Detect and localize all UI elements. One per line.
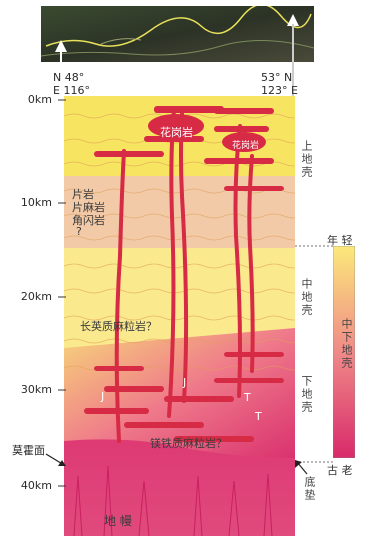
schist-label: 片岩 [72,188,94,201]
coord-left-lon: E 116° [53,84,90,97]
age-bar [333,246,355,458]
felsic-granulite-label: 长英质麻粒岩？ [80,320,157,333]
mantle-label: 地 幔 [104,514,132,528]
crust-cross-section [64,96,295,536]
age-young-label: 年 轻 [327,234,353,247]
depth-ticks [58,99,66,487]
mid-lower-crust-label: 中下地壳 [340,318,353,370]
coord-right-lat: 53° N [261,71,293,84]
arrow-left [55,40,67,98]
coord-right-lon: 123° E [261,84,298,97]
satellite-image [41,6,314,62]
depth-20: 20km [20,290,52,303]
t-label-2: T [255,410,262,423]
j-label-2: J [183,376,187,389]
upper-crust-label: 上地壳 [300,140,313,179]
crust-boundaries [295,245,333,463]
lower-crust-label: 下地壳 [300,375,313,414]
depth-40: 40km [20,479,52,492]
arrow-right-outline [292,24,294,98]
depth-30: 30km [20,383,52,396]
underplating-label: 底垫 [303,476,316,502]
j-label-1: J [101,390,105,403]
middle-crust-label: 中地壳 [300,278,313,317]
underplating-arrow [295,460,308,475]
granite-label: 花岗岩 [160,126,193,139]
age-old-label: 古 老 [327,464,353,477]
depth-10: 10km [20,196,52,209]
depth-0: 0km [27,93,52,106]
granite-label-2: 花岗岩 [232,141,260,151]
t-label-1: T [244,391,251,404]
moho-label: 莫霍面 [12,444,45,457]
amphibolite-label: 角闪岩 [72,214,105,227]
mafic-granulite-label: 镁铁质麻粒岩？ [150,437,227,450]
coord-left-lat: N 48° [53,71,85,84]
gneiss-label: 片麻岩 [72,201,105,214]
question-mark: ? [76,225,82,238]
moho-arrow [45,453,66,466]
